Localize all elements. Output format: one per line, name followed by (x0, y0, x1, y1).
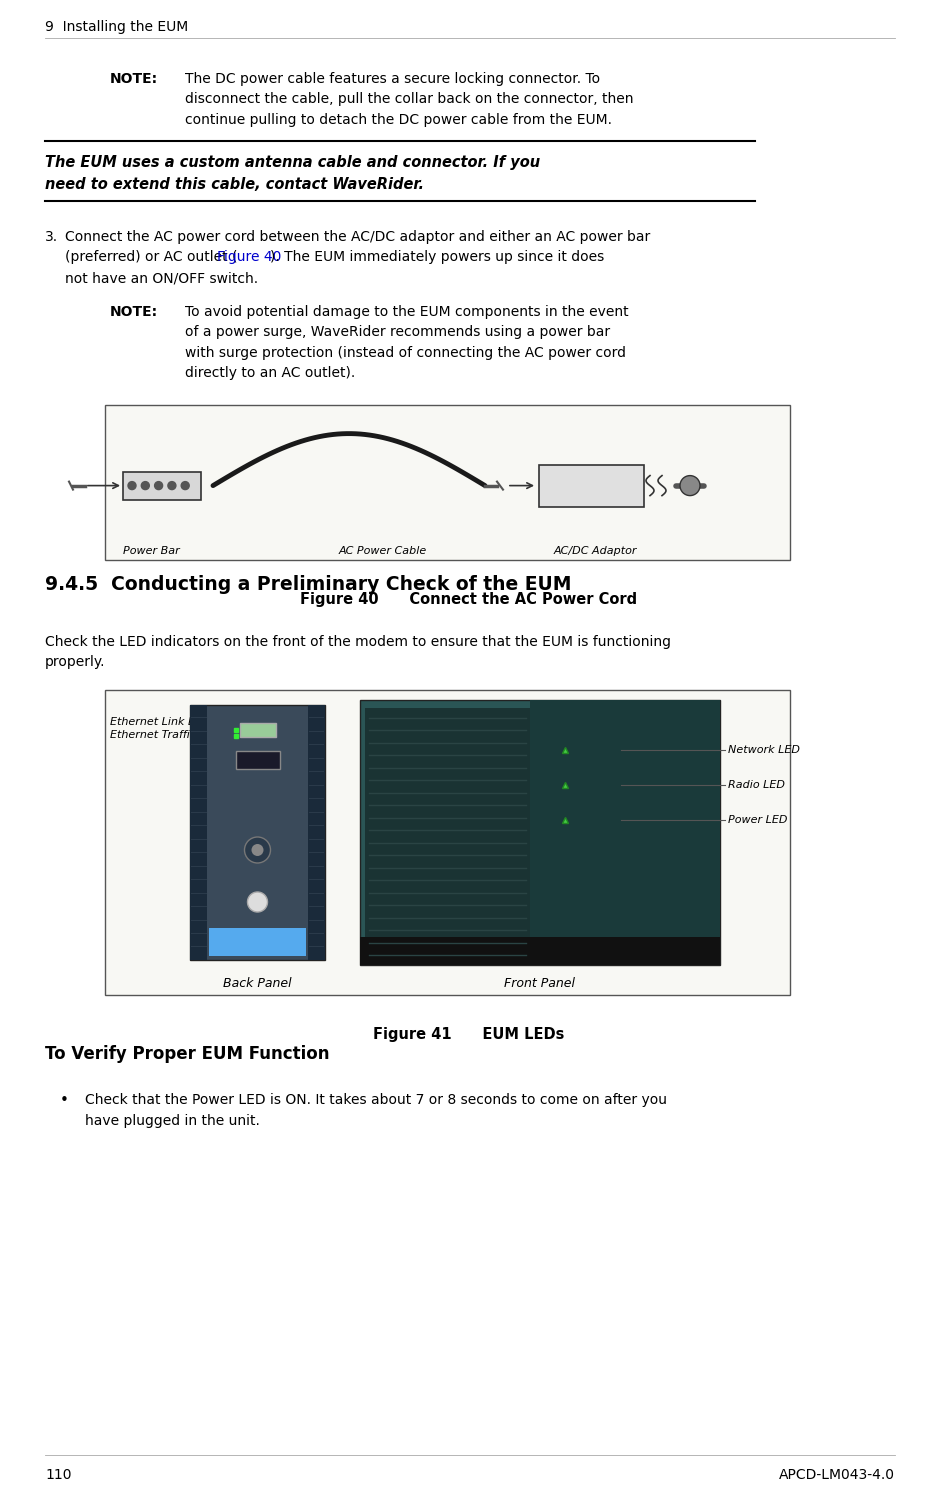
Text: Power Bar: Power Bar (123, 546, 180, 555)
Circle shape (244, 838, 271, 863)
Text: To Verify Proper EUM Function: To Verify Proper EUM Function (45, 1045, 329, 1063)
Circle shape (181, 482, 189, 490)
Text: directly to an AC outlet).: directly to an AC outlet). (184, 366, 355, 381)
Circle shape (154, 482, 163, 490)
Text: Back Panel: Back Panel (223, 976, 291, 990)
Text: 3.: 3. (45, 230, 58, 243)
Circle shape (251, 844, 263, 855)
Text: need to extend this cable, contact WaveRider.: need to extend this cable, contact WaveR… (45, 178, 424, 193)
Text: NOTE:: NOTE: (110, 305, 158, 320)
Text: Power LED: Power LED (727, 815, 786, 826)
Text: •: • (60, 1093, 69, 1108)
Text: AC Power Cable: AC Power Cable (339, 546, 427, 555)
Text: APCD-LM043-4.0: APCD-LM043-4.0 (778, 1468, 894, 1483)
Text: Check that the Power LED is ON. It takes about 7 or 8 seconds to come on after y: Check that the Power LED is ON. It takes… (85, 1093, 666, 1106)
Text: Radio LED: Radio LED (727, 779, 784, 790)
Bar (190, 705, 325, 960)
Bar (123, 472, 201, 500)
Bar (235, 751, 279, 769)
Text: continue pulling to detach the DC power cable from the EUM.: continue pulling to detach the DC power … (184, 113, 611, 127)
Circle shape (128, 482, 136, 490)
Text: properly.: properly. (45, 655, 106, 669)
Text: not have an ON/OFF switch.: not have an ON/OFF switch. (65, 272, 257, 285)
Text: disconnect the cable, pull the collar back on the connector, then: disconnect the cable, pull the collar ba… (184, 93, 633, 106)
Text: 110: 110 (45, 1468, 71, 1483)
Text: have plugged in the unit.: have plugged in the unit. (85, 1114, 259, 1127)
Text: 9.4.5  Conducting a Preliminary Check of the EUM: 9.4.5 Conducting a Preliminary Check of … (45, 575, 571, 594)
Bar (359, 938, 719, 964)
Text: with surge protection (instead of connecting the AC power cord: with surge protection (instead of connec… (184, 346, 625, 360)
Text: The DC power cable features a secure locking connector. To: The DC power cable features a secure loc… (184, 72, 599, 87)
Text: Ethernet Traffic LED: Ethernet Traffic LED (110, 730, 221, 741)
Bar (105, 690, 789, 994)
Bar (209, 929, 306, 956)
Bar (308, 705, 325, 960)
Text: The EUM uses a custom antenna cable and connector. If you: The EUM uses a custom antenna cable and … (45, 155, 539, 170)
Text: (preferred) or AC outlet (: (preferred) or AC outlet ( (65, 251, 237, 264)
Text: To avoid potential damage to the EUM components in the event: To avoid potential damage to the EUM com… (184, 305, 628, 320)
Bar (530, 700, 719, 964)
Bar (190, 705, 207, 960)
Text: Check the LED indicators on the front of the modem to ensure that the EUM is fun: Check the LED indicators on the front of… (45, 635, 670, 649)
Text: Connect the AC power cord between the AC/DC adaptor and either an AC power bar: Connect the AC power cord between the AC… (65, 230, 650, 243)
Text: AC/DC Adaptor: AC/DC Adaptor (553, 546, 636, 555)
Text: Network LED: Network LED (727, 745, 799, 755)
Text: Ethernet Link LED: Ethernet Link LED (110, 717, 210, 727)
Text: Figure 40: Figure 40 (217, 251, 281, 264)
Bar (538, 464, 643, 506)
Bar (359, 700, 719, 964)
Text: of a power surge, WaveRider recommends using a power bar: of a power surge, WaveRider recommends u… (184, 325, 609, 339)
Circle shape (680, 476, 699, 496)
Text: NOTE:: NOTE: (110, 72, 158, 87)
Text: ). The EUM immediately powers up since it does: ). The EUM immediately powers up since i… (270, 251, 604, 264)
Text: Front Panel: Front Panel (504, 976, 575, 990)
Circle shape (141, 482, 149, 490)
Bar (105, 405, 789, 560)
Circle shape (247, 891, 267, 912)
Bar (240, 723, 275, 738)
Text: Figure 41      EUM LEDs: Figure 41 EUM LEDs (373, 1027, 563, 1042)
Circle shape (168, 482, 176, 490)
Bar (365, 708, 530, 957)
Text: 9  Installing the EUM: 9 Installing the EUM (45, 19, 188, 34)
Text: Figure 40      Connect the AC Power Cord: Figure 40 Connect the AC Power Cord (300, 593, 636, 608)
